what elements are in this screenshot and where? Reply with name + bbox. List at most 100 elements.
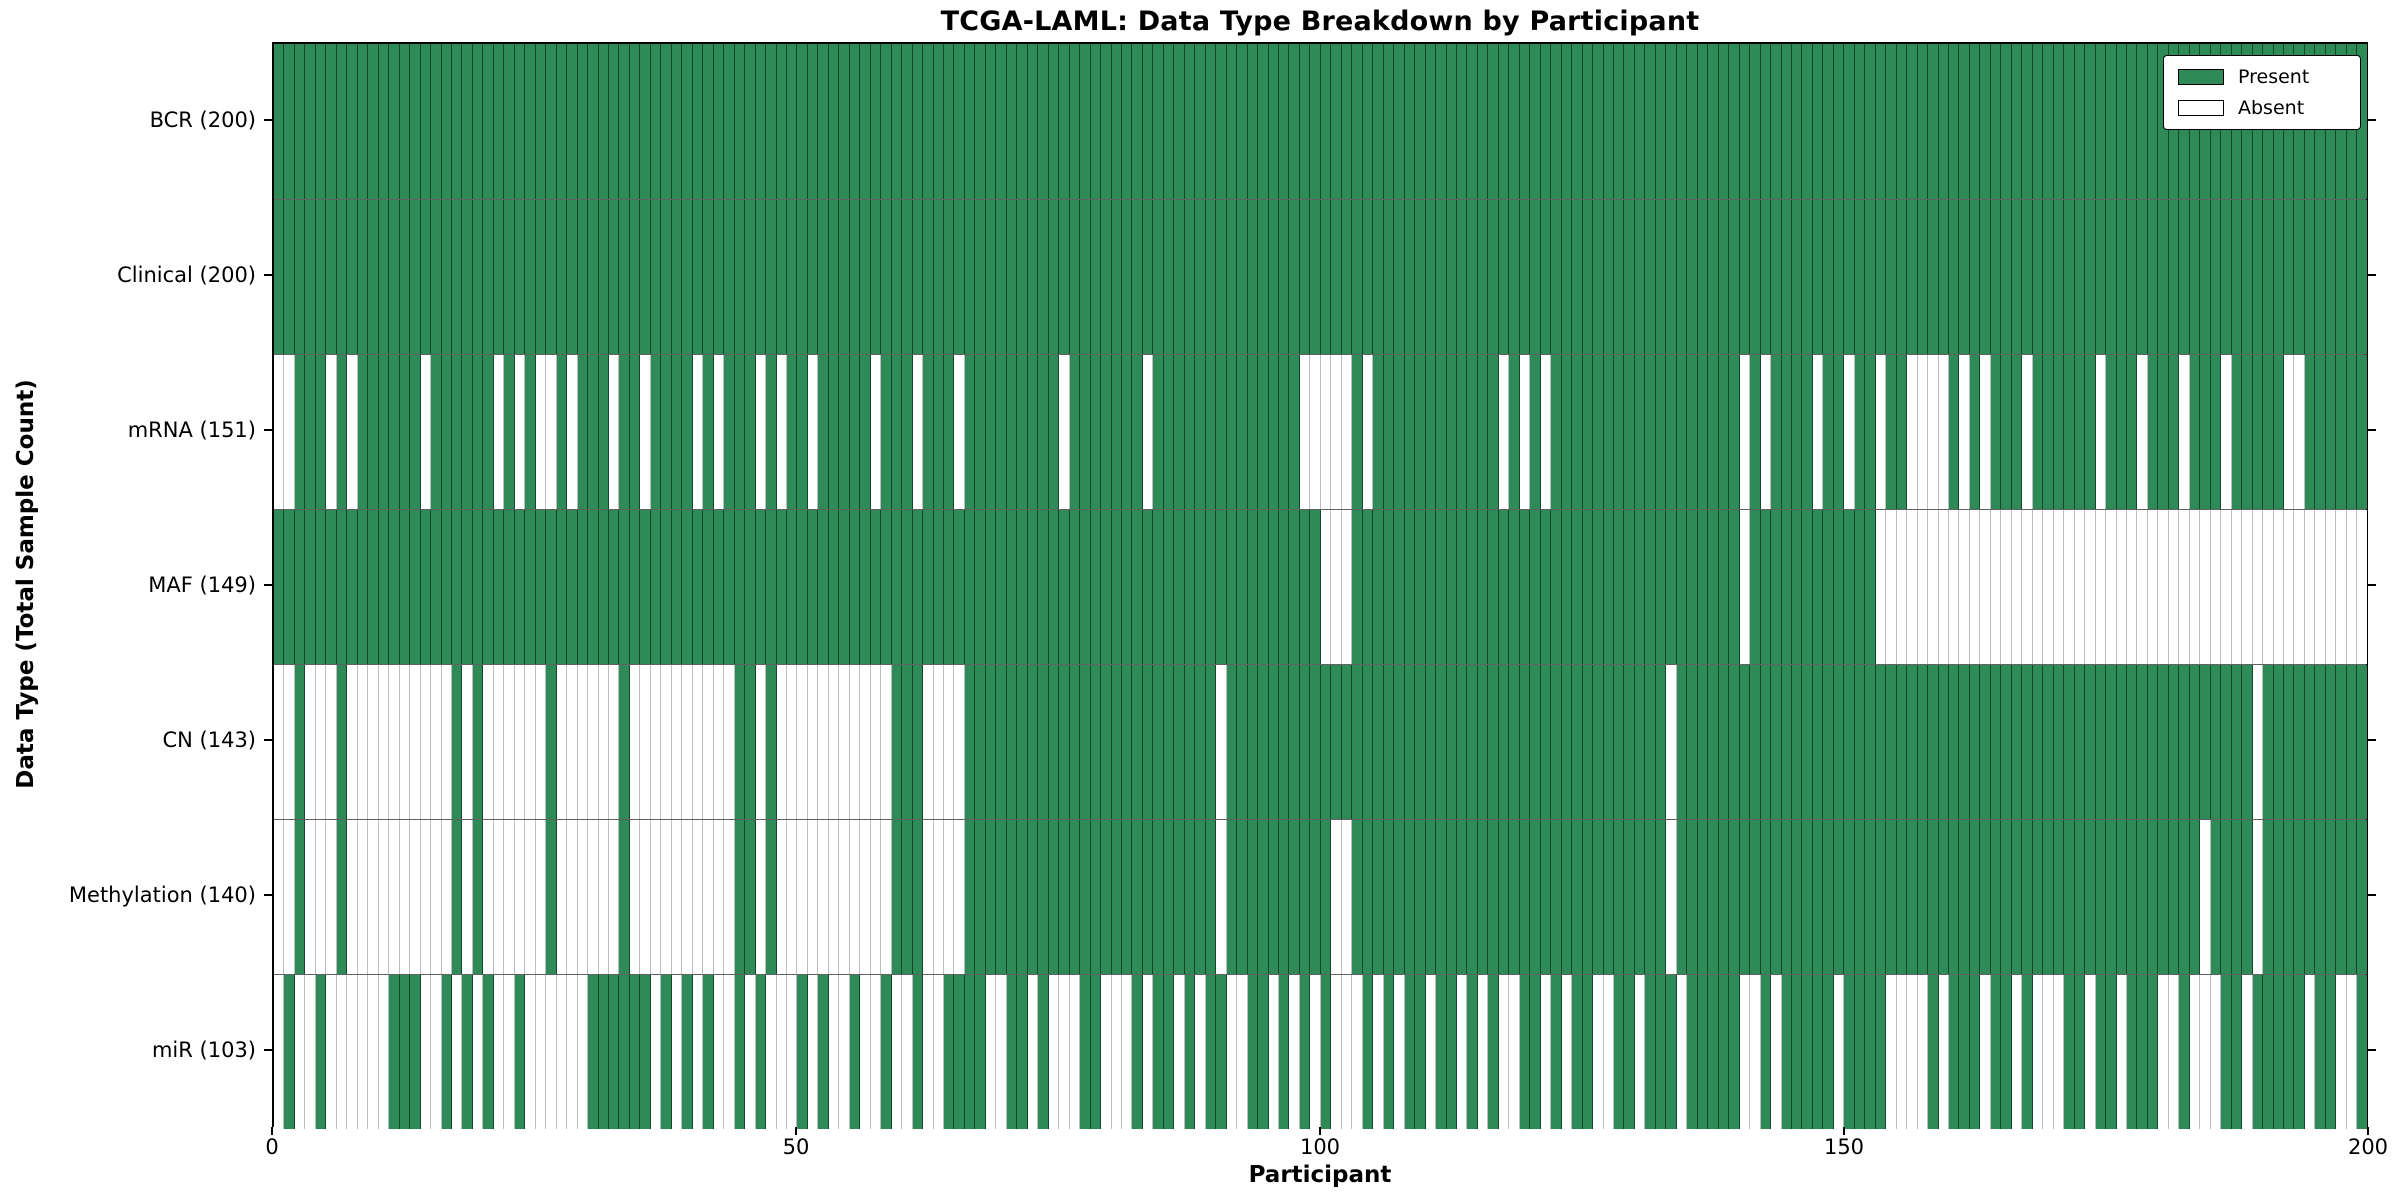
cell-MAF-p154 <box>1886 510 1897 664</box>
cell-CN-p64 <box>944 665 955 819</box>
cell-MAF-p93 <box>1247 510 1259 664</box>
cell-MAF-p190 <box>2263 510 2274 664</box>
legend: Present Absent <box>2163 55 2361 130</box>
cell-BCR-p52 <box>818 44 829 199</box>
cell-BCR-p28 <box>567 44 578 199</box>
cell-miR-p146 <box>1802 975 1813 1129</box>
cell-MAF-p172 <box>2074 510 2086 664</box>
xtick-label-50: 50 <box>782 1135 810 1159</box>
cell-Methylation-p134 <box>1676 820 1688 974</box>
cell-miR-p2 <box>294 975 306 1129</box>
cell-Clinical-p143 <box>1771 200 1782 354</box>
cell-CN-p122 <box>1551 665 1562 819</box>
cell-MAF-p7 <box>347 510 358 664</box>
cell-CN-p7 <box>347 665 358 819</box>
cell-BCR-p39 <box>682 44 693 199</box>
cell-mRNA-p10 <box>378 355 390 509</box>
cell-mRNA-p57 <box>870 355 882 509</box>
cell-mRNA-p89 <box>1205 355 1217 509</box>
cell-Methylation-p148 <box>1823 820 1834 974</box>
cell-BCR-p164 <box>1990 44 2002 199</box>
cell-MAF-p104 <box>1362 510 1374 664</box>
cell-BCR-p125 <box>1582 44 1594 199</box>
cell-Methylation-p173 <box>2085 820 2096 974</box>
cell-mRNA-p11 <box>389 355 400 509</box>
cell-miR-p117 <box>1498 975 1510 1129</box>
cell-Clinical-p132 <box>1655 200 1667 354</box>
cell-miR-p195 <box>2315 975 2326 1129</box>
cell-miR-p60 <box>902 975 913 1129</box>
cell-Methylation-p123 <box>1561 820 1573 974</box>
cell-Clinical-p153 <box>1875 200 1887 354</box>
cell-Clinical-p23 <box>514 200 526 354</box>
cell-Clinical-p86 <box>1174 200 1185 354</box>
cell-Clinical-p91 <box>1226 200 1238 354</box>
cell-Methylation-p166 <box>2011 820 2023 974</box>
cell-CN-p3 <box>305 665 316 819</box>
cell-mRNA-p72 <box>1027 355 1039 509</box>
cell-CN-p168 <box>2032 665 2044 819</box>
ytick-mark-right-Clinical <box>2368 273 2376 276</box>
cell-mRNA-p76 <box>1069 355 1081 509</box>
cell-BCR-p122 <box>1551 44 1562 199</box>
cell-CN-p21 <box>493 665 505 819</box>
cell-MAF-p42 <box>713 510 725 664</box>
cell-Clinical-p54 <box>839 200 850 354</box>
cell-CN-p174 <box>2095 665 2107 819</box>
cell-MAF-p132 <box>1655 510 1667 664</box>
cell-Methylation-p184 <box>2200 820 2211 974</box>
cell-CN-p150 <box>1844 665 1855 819</box>
cell-CN-p137 <box>1708 665 1719 819</box>
cell-CN-p125 <box>1582 665 1594 819</box>
cell-MAF-p78 <box>1090 510 1102 664</box>
cell-MAF-p21 <box>493 510 505 664</box>
cell-CN-p133 <box>1666 665 1677 819</box>
cell-miR-p37 <box>661 975 672 1129</box>
cell-mRNA-p191 <box>2273 355 2284 509</box>
cell-miR-p19 <box>472 975 484 1129</box>
cell-miR-p81 <box>1121 975 1133 1129</box>
cell-Methylation-p185 <box>2210 820 2222 974</box>
cell-MAF-p44 <box>734 510 746 664</box>
cell-CN-p83 <box>1142 665 1154 819</box>
cell-MAF-p76 <box>1069 510 1081 664</box>
cell-Methylation-p164 <box>1990 820 2002 974</box>
cell-mRNA-p87 <box>1184 355 1196 509</box>
cell-miR-p76 <box>1069 975 1081 1129</box>
xtick-mark-150 <box>1843 1127 1845 1135</box>
cell-miR-p173 <box>2085 975 2096 1129</box>
cell-BCR-p49 <box>786 44 798 199</box>
cell-Methylation-p8 <box>357 820 369 974</box>
cell-Methylation-p189 <box>2252 820 2264 974</box>
cell-CN-p101 <box>1331 665 1342 819</box>
cell-mRNA-p183 <box>2189 355 2201 509</box>
cell-mRNA-p42 <box>713 355 725 509</box>
cell-Clinical-p78 <box>1090 200 1102 354</box>
cell-CN-p15 <box>431 665 442 819</box>
cell-MAF-p187 <box>2231 510 2243 664</box>
cell-CN-p187 <box>2231 665 2243 819</box>
cell-Clinical-p64 <box>944 200 955 354</box>
cell-MAF-p185 <box>2210 510 2222 664</box>
cell-BCR-p176 <box>2116 44 2127 199</box>
cell-MAF-p30 <box>588 510 599 664</box>
cell-Clinical-p144 <box>1781 200 1792 354</box>
cell-BCR-p84 <box>1153 44 1164 199</box>
cell-mRNA-p115 <box>1477 355 1489 509</box>
cell-Methylation-p175 <box>2106 820 2117 974</box>
cell-Clinical-p73 <box>1038 200 1049 354</box>
chart-title: TCGA-LAML: Data Type Breakdown by Partic… <box>940 6 1700 37</box>
heatmap-row-BCR <box>274 44 2367 199</box>
cell-CN-p82 <box>1132 665 1143 819</box>
cell-mRNA-p56 <box>860 355 871 509</box>
cell-Clinical-p90 <box>1216 200 1227 354</box>
cell-miR-p130 <box>1634 975 1646 1129</box>
cell-Clinical-p67 <box>975 200 986 354</box>
cell-CN-p12 <box>399 665 411 819</box>
cell-miR-p80 <box>1111 975 1122 1129</box>
cell-Methylation-p55 <box>849 820 861 974</box>
cell-Clinical-p175 <box>2106 200 2117 354</box>
cell-Methylation-p5 <box>326 820 337 974</box>
cell-BCR-p78 <box>1090 44 1102 199</box>
cell-MAF-p111 <box>1436 510 1447 664</box>
